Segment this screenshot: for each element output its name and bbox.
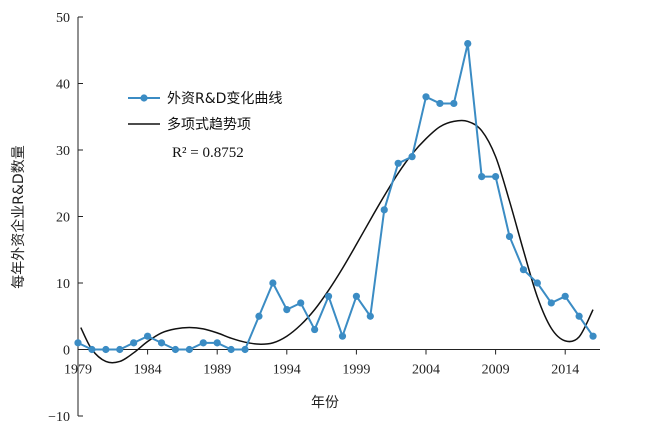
x-tick-label: 1999 [342,363,370,378]
axes: −10 0 10 20 30 40 50 1979 1984 1989 1994 1999 2004 20… [48,11,600,425]
x-tick-label: 1994 [273,363,301,378]
data-point [102,345,110,354]
data-point [338,332,347,340]
data-point [561,292,569,300]
data-point [324,292,333,300]
data-point [88,345,96,354]
data-point [422,93,430,101]
data-point [380,206,388,214]
data-point [408,153,416,161]
y-tick-label: 40 [56,78,70,93]
data-point [366,312,374,320]
y-axis-title: 每年外资企业R&D数量 [10,145,27,288]
data-point [185,345,193,354]
data-point [227,345,235,354]
data-point [144,332,152,340]
data-point [297,299,305,307]
data-series-layer [74,40,597,354]
data-point [464,40,472,48]
data-point [533,279,541,287]
data-point [394,159,402,167]
r-squared-annotation: R² = 0.8752 [172,145,244,161]
data-point [171,345,180,354]
data-series-line [77,43,594,351]
data-point [241,345,249,354]
data-point [116,345,124,354]
trend-line-layer [80,119,594,364]
data-point [492,173,500,181]
x-tick-label: 2009 [482,363,510,378]
data-point [478,173,486,181]
y-tick-label: 10 [56,277,70,292]
data-point [589,332,597,340]
y-tick-label: 20 [56,211,70,226]
data-point [255,312,263,320]
y-tick-label: 50 [56,11,70,26]
data-point [213,339,221,347]
data-point [352,292,360,300]
data-point [450,99,458,108]
data-point [519,266,528,274]
data-point [269,279,277,287]
legend-series1-label: 外资R&D变化曲线 [167,91,282,107]
legend: 外资R&D变化曲线 多项式趋势项 R² = 0.8752 [128,91,282,161]
y-tick-label: −10 [48,410,70,425]
data-point [199,339,207,347]
trend-line [80,119,594,364]
legend-series2-label: 多项式趋势项 [167,116,251,133]
x-axis-title: 年份 [311,395,339,411]
x-tick-label: 1984 [134,363,162,378]
data-point [157,339,166,347]
x-tick-label: 1989 [203,363,231,378]
data-point [283,306,291,314]
data-point [575,312,583,320]
data-point [436,99,444,108]
legend-series1-marker [140,94,148,102]
y-tick-label: 0 [63,344,70,359]
data-point [130,339,138,347]
data-point [311,325,319,334]
data-point [74,339,82,347]
x-tick-label: 1979 [64,363,92,378]
data-point [547,299,555,307]
data-point [505,232,514,241]
x-tick-label: 2004 [412,363,440,378]
x-tick-label: 2014 [551,363,579,378]
y-tick-label: 30 [56,144,70,159]
